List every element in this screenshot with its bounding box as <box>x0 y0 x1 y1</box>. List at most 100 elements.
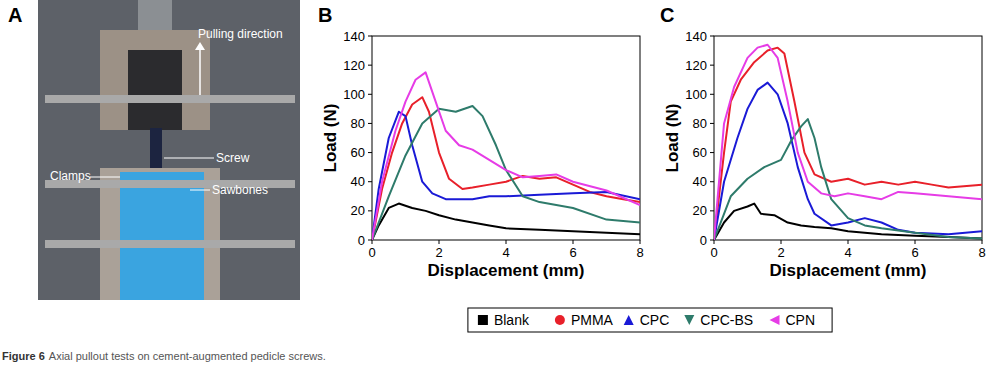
y-tick <box>368 94 372 95</box>
panel-letter: B <box>318 4 332 26</box>
x-tick-label: 4 <box>844 245 851 260</box>
legend: Blank PMMA CPC CPC-BS CPN <box>468 308 832 332</box>
x-tick <box>640 240 641 244</box>
legend-marker <box>478 315 488 325</box>
chart: B02040608010012014002468Displacement (mm… <box>318 4 644 280</box>
y-tick <box>368 181 372 182</box>
series-line: CPN <box>372 72 640 240</box>
x-tick <box>506 240 507 244</box>
series-line: CPN <box>714 45 982 240</box>
plot-area: BlankPMMACPCCPC-BSCPN <box>714 45 982 240</box>
x-tick-label: 8 <box>978 245 985 260</box>
y-tick-label: 0 <box>700 233 707 248</box>
x-tick-label: 6 <box>911 245 918 260</box>
x-tick <box>439 240 440 244</box>
y-axis-label: Load (N) <box>663 104 682 173</box>
panel-letter: C <box>660 4 674 26</box>
x-tick <box>372 240 373 244</box>
y-tick-label: 40 <box>693 174 707 189</box>
series-line: PMMA <box>714 48 982 240</box>
sawbones-block <box>120 172 204 300</box>
x-tick <box>915 240 916 244</box>
y-tick <box>710 94 714 95</box>
y-tick-label: 100 <box>685 87 707 102</box>
x-tick <box>573 240 574 244</box>
rod <box>138 0 172 30</box>
y-tick <box>710 36 714 37</box>
arrow-head <box>195 42 205 50</box>
legend-marker <box>770 315 780 325</box>
y-tick-label: 140 <box>685 29 707 44</box>
x-tick-label: 6 <box>569 245 576 260</box>
photo-label: Clamps <box>50 169 91 183</box>
legend-label: PMMA <box>571 312 614 328</box>
y-tick <box>368 36 372 37</box>
y-tick <box>368 123 372 124</box>
x-tick-label: 0 <box>368 245 375 260</box>
handle <box>45 240 295 248</box>
x-tick-label: 0 <box>710 245 717 260</box>
y-tick-label: 40 <box>351 174 365 189</box>
y-tick <box>368 152 372 153</box>
panel-letter: A <box>8 4 22 26</box>
y-tick-label: 100 <box>343 87 365 102</box>
legend-marker <box>684 315 694 325</box>
photo-label: Sawbones <box>212 183 268 197</box>
y-tick <box>710 152 714 153</box>
pointer <box>90 177 120 178</box>
plot-area: BlankPMMACPCCPC-BSCPN <box>372 72 640 240</box>
figure: A Pulling direction Screw Clamps Sawbones B 0 2… <box>0 0 991 370</box>
plot-frame <box>714 36 982 240</box>
y-tick <box>710 181 714 182</box>
y-tick-label: 80 <box>693 116 707 131</box>
y-tick-label: 60 <box>351 145 365 160</box>
series-line: CPC-BS <box>714 119 982 240</box>
series-line: CPC <box>714 83 982 240</box>
caption: Figure 6Axial pullout tests on cement-au… <box>2 350 326 362</box>
y-tick <box>710 240 714 241</box>
y-tick-label: 80 <box>351 116 365 131</box>
y-tick-label: 20 <box>351 203 365 218</box>
y-tick-label: 0 <box>358 233 365 248</box>
legend-marker <box>555 315 565 325</box>
x-tick-label: 8 <box>636 245 643 260</box>
y-tick-label: 120 <box>685 58 707 73</box>
legend-label: CPC <box>640 312 670 328</box>
chart: C 0 20 40 60 80 100 120 140 0 2 4 6 8 Displacement (mm… <box>660 4 986 280</box>
x-tick-label: 4 <box>502 245 509 260</box>
arrow <box>199 45 201 95</box>
legend-label: CPC-BS <box>700 312 753 328</box>
pointer <box>190 190 210 191</box>
y-tick-label: 20 <box>693 203 707 218</box>
x-tick <box>982 240 983 244</box>
photo-bg <box>38 0 300 300</box>
y-tick-label: 140 <box>343 29 365 44</box>
y-tick <box>368 240 372 241</box>
series-line: Blank <box>372 204 640 240</box>
legend-marker <box>624 315 634 325</box>
x-tick <box>781 240 782 244</box>
x-axis-label: Displacement (mm) <box>770 261 927 280</box>
y-tick <box>710 65 714 66</box>
photo-label: Screw <box>216 151 250 165</box>
y-axis-label: Load (N) <box>321 104 340 173</box>
y-tick <box>368 65 372 66</box>
legend-label: Blank <box>494 312 530 328</box>
y-tick-label: 60 <box>693 145 707 160</box>
series-line: CPC-BS <box>372 106 640 240</box>
caption-label: Figure 6 <box>2 350 45 362</box>
pointer <box>164 158 214 159</box>
y-tick <box>368 210 372 211</box>
apparatus-photo <box>38 0 300 300</box>
series-line: CPC <box>372 112 640 240</box>
x-tick-label: 2 <box>435 245 442 260</box>
photo-label: Pulling direction <box>198 27 283 41</box>
series-line: PMMA <box>372 97 640 240</box>
legend-box <box>468 308 832 332</box>
x-tick <box>714 240 715 244</box>
x-tick-label: 2 <box>777 245 784 260</box>
legend-label: CPN <box>786 312 816 328</box>
upper-clamp <box>100 30 210 130</box>
handle <box>45 95 295 103</box>
x-tick <box>848 240 849 244</box>
